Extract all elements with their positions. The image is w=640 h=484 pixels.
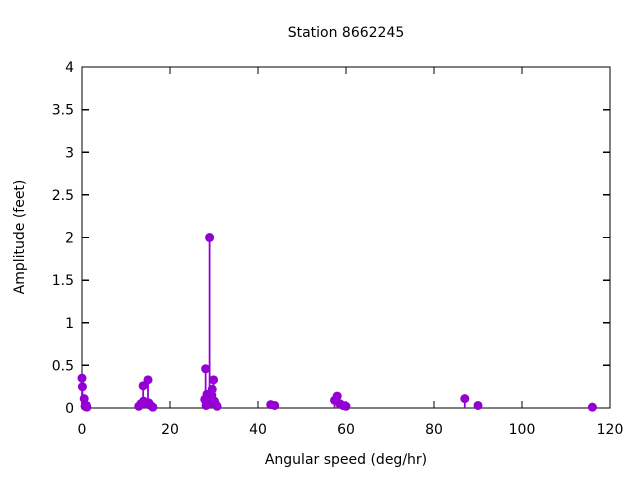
data-point: [207, 384, 217, 394]
y-tick-label: 4: [65, 60, 74, 76]
y-tick-label: 0.5: [52, 358, 74, 374]
y-tick-label: 3.5: [52, 103, 74, 119]
impulse-stems: [81, 237, 594, 408]
x-tick-label: 80: [425, 422, 443, 438]
data-point: [79, 394, 89, 404]
data-point: [201, 364, 211, 374]
data-point: [473, 400, 483, 410]
y-axis-label: Amplitude (feet): [12, 180, 28, 295]
x-tick-label: 100: [509, 422, 536, 438]
y-tick-label: 0: [65, 401, 74, 417]
data-point: [209, 375, 219, 385]
data-point: [77, 382, 87, 392]
x-tick-label: 20: [161, 422, 179, 438]
data-point: [332, 391, 342, 401]
y-tick-label: 3: [65, 145, 74, 161]
x-tick-label: 0: [78, 422, 87, 438]
data-points: [77, 233, 597, 412]
data-point: [212, 401, 222, 411]
data-point: [205, 233, 215, 242]
data-point: [77, 373, 87, 383]
data-point: [341, 401, 351, 411]
axis-ticks: [81, 66, 611, 409]
y-tick-label: 2.5: [52, 188, 74, 204]
data-point: [82, 402, 92, 412]
x-tick-label: 40: [249, 422, 267, 438]
x-tick-label: 120: [597, 422, 624, 438]
data-point: [143, 375, 153, 385]
y-tick-label: 2: [65, 231, 74, 247]
x-axis-label: Angular speed (deg/hr): [265, 452, 427, 468]
data-point: [270, 400, 280, 410]
y-tick-label: 1.5: [52, 273, 74, 289]
y-tick-label: 1: [65, 316, 74, 332]
plot-border: [81, 66, 611, 409]
chart-title: Station 8662245: [288, 25, 405, 41]
data-point: [460, 394, 470, 404]
tick-labels: 0 20 40 60 80 100 120 0 0.5 1 1.5 2 2.5 3 3.5 4: [52, 60, 624, 438]
data-point: [138, 381, 148, 391]
plot-border-rect: [81, 66, 611, 409]
x-tick-label: 60: [337, 422, 355, 438]
data-point: [587, 402, 597, 412]
data-point: [148, 402, 158, 412]
